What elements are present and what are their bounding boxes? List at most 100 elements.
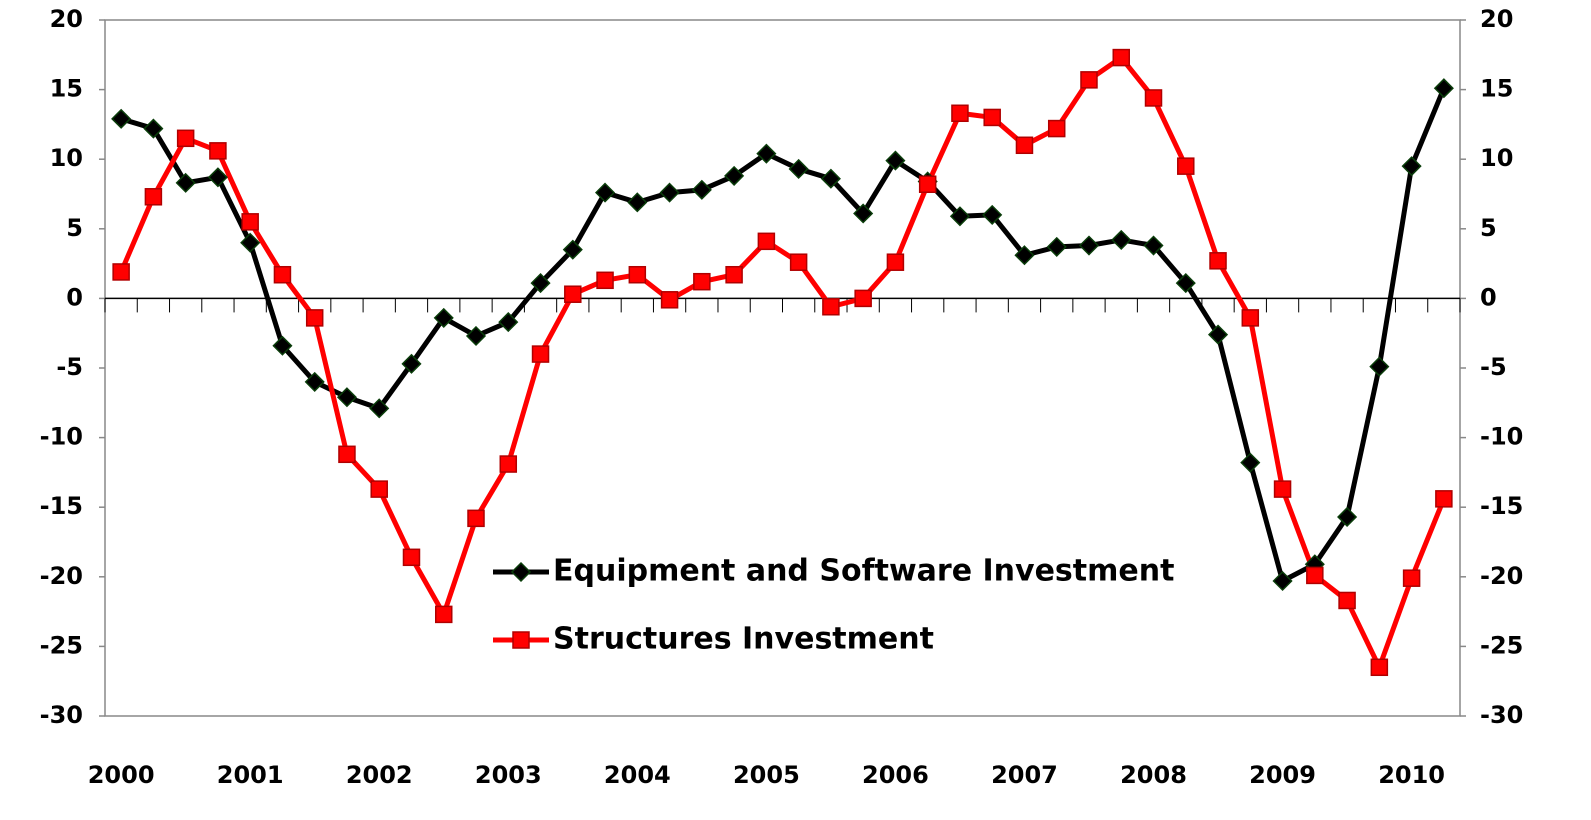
- x-tick-label: 2007: [991, 761, 1058, 789]
- marker: [241, 213, 259, 231]
- marker: [175, 172, 196, 193]
- marker: [1435, 490, 1453, 508]
- series-line: [118, 55, 1447, 670]
- marker: [369, 398, 390, 419]
- marker: [853, 203, 874, 224]
- marker: [402, 548, 421, 567]
- marker: [1014, 245, 1035, 266]
- y2-tick-label: 20: [1480, 5, 1513, 33]
- x-tick-label: 2004: [604, 761, 671, 789]
- y-tick-label: -30: [40, 701, 83, 729]
- y2-tick-label: 0: [1480, 283, 1497, 311]
- x-tick-label: 2003: [475, 761, 542, 789]
- marker: [111, 108, 132, 129]
- x-tick-label: 2010: [1378, 761, 1445, 789]
- marker: [499, 455, 518, 473]
- marker: [1143, 235, 1164, 256]
- y2-tick-label: -5: [1480, 353, 1507, 381]
- y-tick-label: 5: [66, 214, 83, 242]
- marker: [1207, 324, 1229, 345]
- marker: [1177, 157, 1195, 175]
- marker: [724, 165, 745, 186]
- marker: [1402, 569, 1421, 587]
- legend-marker: [512, 631, 530, 649]
- y-tick-label: -15: [40, 492, 83, 520]
- y-tick-label: -25: [40, 631, 83, 659]
- y2-tick-label: 15: [1480, 75, 1513, 103]
- marker: [1272, 570, 1293, 592]
- y-tick-label: 10: [50, 144, 83, 172]
- marker: [789, 253, 808, 271]
- marker: [982, 204, 1003, 225]
- marker: [564, 285, 582, 303]
- marker: [596, 271, 614, 290]
- marker: [207, 167, 228, 188]
- marker: [756, 143, 777, 164]
- y-tick-label: 0: [66, 283, 83, 311]
- marker: [594, 182, 616, 203]
- marker: [820, 168, 841, 189]
- marker: [885, 150, 906, 171]
- marker: [273, 265, 292, 284]
- y2-tick-label: 5: [1480, 214, 1497, 242]
- y-tick-label: -20: [40, 562, 83, 590]
- y2-tick-label: -20: [1480, 562, 1523, 590]
- marker: [401, 353, 422, 374]
- marker: [1241, 309, 1260, 327]
- marker: [1433, 78, 1454, 99]
- marker: [822, 298, 840, 316]
- marker: [1240, 452, 1261, 473]
- marker: [209, 142, 227, 160]
- marker: [1112, 48, 1130, 67]
- marker: [1370, 658, 1389, 677]
- y-tick-label: 20: [50, 5, 83, 33]
- marker: [240, 232, 261, 253]
- x-tick-label: 2005: [733, 761, 800, 789]
- marker: [1273, 480, 1292, 498]
- legend-label: Equipment and Software Investment: [553, 554, 1174, 589]
- marker: [886, 253, 905, 271]
- marker: [1175, 273, 1196, 294]
- marker: [1401, 156, 1422, 177]
- marker: [725, 265, 743, 284]
- marker: [983, 108, 1001, 127]
- marker: [659, 182, 680, 203]
- marker: [691, 179, 712, 200]
- marker: [112, 263, 130, 281]
- marker: [272, 335, 293, 356]
- marker: [1080, 71, 1098, 89]
- marker: [854, 289, 872, 308]
- marker: [465, 325, 487, 347]
- marker: [304, 371, 325, 392]
- marker: [1015, 136, 1034, 155]
- marker: [918, 175, 937, 194]
- marker: [498, 312, 519, 333]
- marker: [1046, 236, 1067, 257]
- x-tick-label: 2000: [88, 761, 155, 789]
- y-tick-label: -5: [56, 353, 83, 381]
- marker: [951, 104, 969, 123]
- y-tick-label: 15: [50, 75, 83, 103]
- y2-tick-label: -15: [1480, 492, 1523, 520]
- marker: [1209, 252, 1227, 270]
- marker: [788, 158, 809, 180]
- marker: [305, 309, 324, 327]
- marker: [1369, 356, 1390, 377]
- y2-tick-label: -25: [1480, 631, 1523, 659]
- legend-label: Structures Investment: [553, 622, 934, 657]
- marker: [1047, 119, 1066, 138]
- marker: [435, 605, 453, 624]
- marker: [1144, 89, 1163, 107]
- legend-marker: [510, 561, 532, 583]
- marker: [562, 239, 583, 260]
- marker: [433, 307, 454, 328]
- marker: [143, 118, 164, 139]
- y2-tick-label: 10: [1480, 144, 1513, 172]
- marker: [144, 188, 163, 206]
- x-tick-label: 2002: [346, 761, 413, 789]
- marker: [338, 445, 356, 464]
- marker: [467, 509, 485, 528]
- x-tick-label: 2009: [1249, 761, 1316, 789]
